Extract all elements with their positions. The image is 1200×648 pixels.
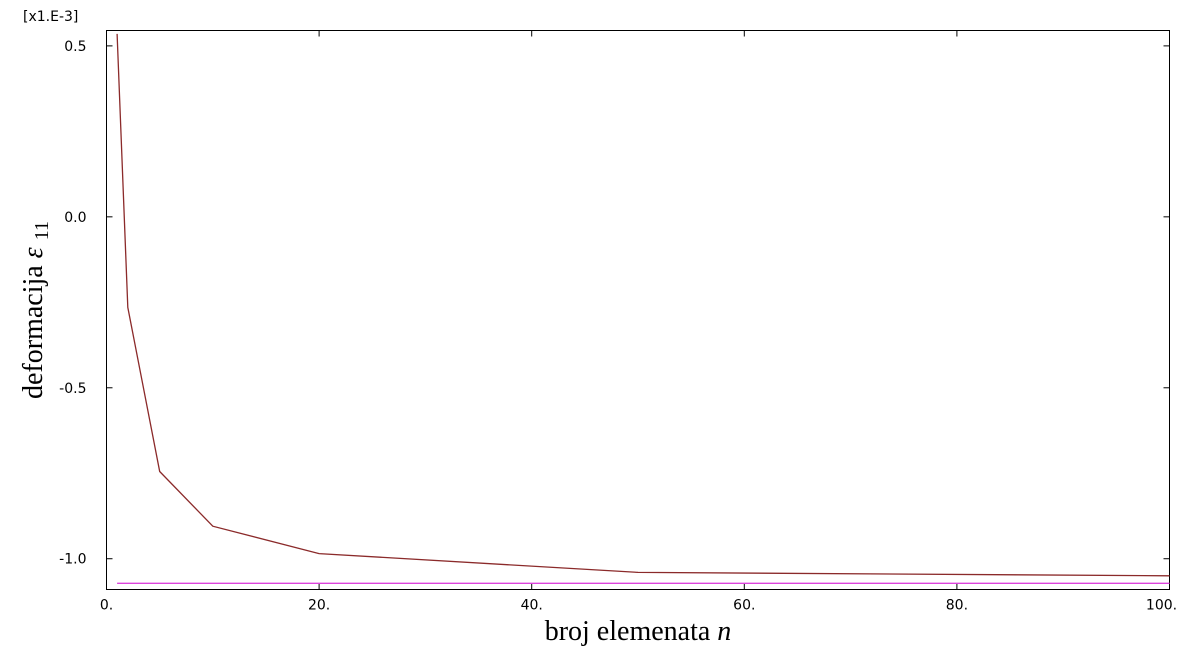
y-axis-ticks: 0.5 0.0 -0.5 -1.0 (59, 39, 1170, 568)
y-tick-label: 0.0 (64, 210, 86, 226)
x-tick-label: 20. (308, 598, 330, 614)
plot-frame (106, 30, 1170, 590)
y-axis-title-text: deformacija (18, 258, 49, 399)
series-line-1 (116, 33, 1170, 577)
y-axis-title-symbol: ε (18, 247, 49, 258)
y-axis-title-subscript: 11 (31, 221, 53, 240)
y-multiplier-label: [x1.E-3] (23, 9, 78, 25)
x-tick-label: 60. (733, 598, 755, 614)
y-tick-label: 0.5 (64, 39, 86, 55)
x-axis-title-variable: n (717, 616, 731, 647)
y-tick-label: -1.0 (59, 552, 86, 568)
x-tick-label: 0. (100, 598, 113, 614)
series-layer (116, 33, 1170, 584)
y-tick-label: -0.5 (59, 381, 86, 397)
y-axis-title: deformacija ε 11 (18, 221, 53, 399)
x-axis-title: broj elemenata n (545, 616, 732, 647)
x-tick-label: 40. (521, 598, 543, 614)
x-tick-label: 100. (1146, 598, 1177, 614)
x-axis-ticks: 0. 20. 40. 60. 80. 100. (100, 30, 1177, 614)
x-tick-label: 80. (946, 598, 968, 614)
x-axis-title-text: broj elemenata (545, 616, 718, 647)
